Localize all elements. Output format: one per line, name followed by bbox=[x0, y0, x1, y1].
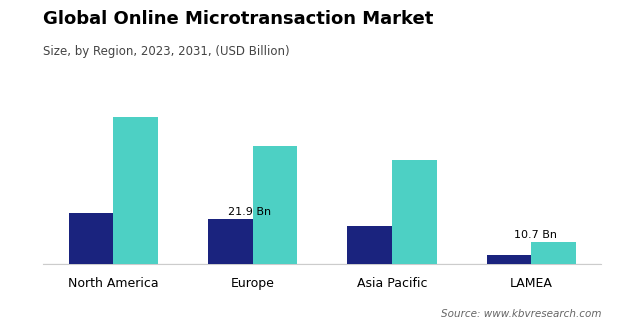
Bar bbox=[487, 255, 531, 264]
Bar bbox=[531, 242, 576, 264]
Text: Size, by Region, 2023, 2031, (USD Billion): Size, by Region, 2023, 2031, (USD Billio… bbox=[43, 45, 290, 58]
Bar bbox=[253, 146, 298, 264]
Bar bbox=[392, 160, 436, 264]
Bar bbox=[69, 213, 113, 264]
Text: Global Online Microtransaction Market: Global Online Microtransaction Market bbox=[43, 10, 434, 28]
Text: 10.7 Bn: 10.7 Bn bbox=[513, 230, 557, 240]
Bar bbox=[113, 117, 158, 264]
Legend: 2023, 2031: 2023, 2031 bbox=[236, 320, 409, 322]
Text: 21.9 Bn: 21.9 Bn bbox=[228, 207, 271, 217]
Text: Source: www.kbvresearch.com: Source: www.kbvresearch.com bbox=[441, 309, 601, 319]
Bar bbox=[208, 219, 253, 264]
Bar bbox=[347, 226, 392, 264]
